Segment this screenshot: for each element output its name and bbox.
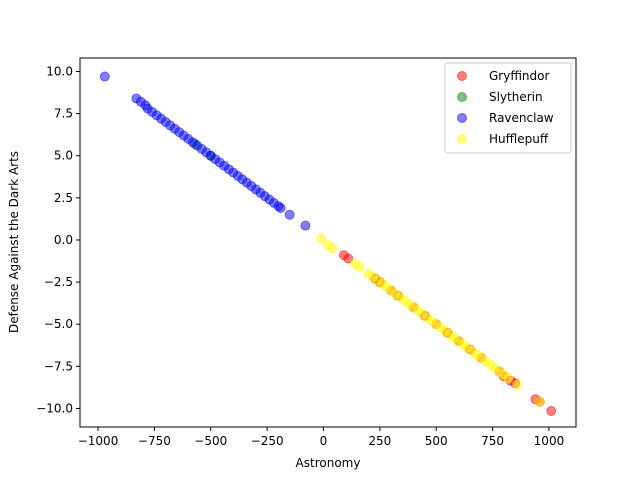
ravenclaw-point	[300, 220, 311, 231]
legend-marker-ravenclaw	[457, 113, 467, 123]
hufflepuff-point	[354, 261, 365, 272]
legend-marker-slytherin	[457, 92, 467, 102]
y-tick-label: 10.0	[46, 64, 73, 78]
hufflepuff-point	[512, 379, 523, 390]
legend-marker-hufflepuff	[457, 134, 467, 144]
data-points	[99, 71, 557, 416]
x-tick-label: −500	[194, 434, 227, 448]
x-tick-label: 500	[425, 434, 448, 448]
hufflepuff-point	[327, 243, 338, 254]
y-axis-label: Defense Against the Dark Arts	[7, 151, 21, 333]
x-tick-label: 250	[368, 434, 391, 448]
x-axis-label: Astronomy	[296, 456, 361, 470]
x-tick-label: −250	[251, 434, 284, 448]
hufflepuff-point	[316, 233, 327, 244]
legend-label-gryffindor: Gryffindor	[489, 69, 550, 83]
hufflepuff-point	[503, 373, 514, 384]
y-tick-label: −5.0	[44, 317, 73, 331]
gryffindor-point	[546, 405, 557, 416]
y-tick-label: 7.5	[54, 107, 73, 121]
legend-marker-gryffindor	[457, 71, 467, 81]
x-tick-label: −1000	[78, 434, 119, 448]
y-tick-label: −10.0	[36, 401, 73, 415]
y-axis-ticks: 10.0 7.5 5.0 2.5 0.0 −2.5 −5.0 −7.5 −10.0	[36, 64, 80, 415]
y-tick-label: 0.0	[54, 233, 73, 247]
legend: Gryffindor Slytherin Ravenclaw Hufflepuff	[444, 62, 572, 154]
legend-label-slytherin: Slytherin	[489, 90, 543, 104]
y-tick-label: −2.5	[44, 275, 73, 289]
legend-label-hufflepuff: Hufflepuff	[489, 132, 549, 146]
hufflepuff-point	[534, 396, 545, 407]
x-tick-label: −750	[138, 434, 171, 448]
ravenclaw-point	[275, 202, 286, 213]
legend-label-ravenclaw: Ravenclaw	[489, 111, 554, 125]
x-tick-label: 750	[481, 434, 504, 448]
ravenclaw-point	[99, 71, 110, 82]
ravenclaw-point	[284, 209, 295, 220]
y-tick-label: −7.5	[44, 359, 73, 373]
x-tick-label: 0	[320, 434, 328, 448]
y-tick-label: 2.5	[54, 191, 73, 205]
legend-box	[444, 62, 572, 154]
axes-frame	[79, 57, 577, 428]
gryffindor-point	[343, 253, 354, 264]
y-tick-label: 5.0	[54, 149, 73, 163]
x-axis-ticks: −1000 −750 −500 −250 0 250 500 750 1000	[78, 427, 564, 448]
x-tick-label: 1000	[534, 434, 565, 448]
